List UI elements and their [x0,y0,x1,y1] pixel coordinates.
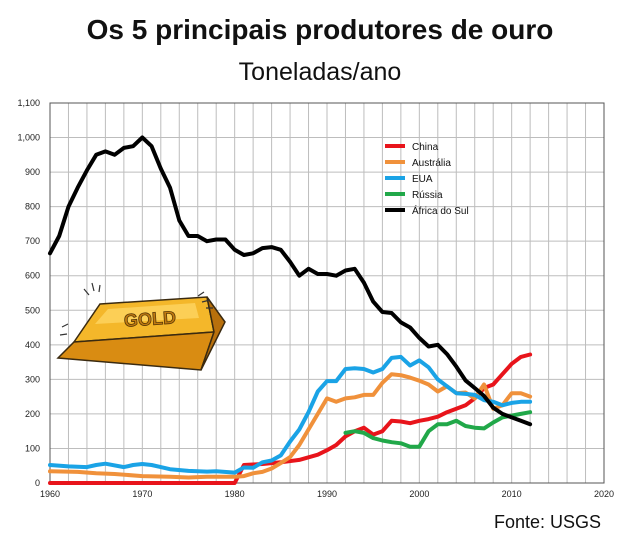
series-lines [48,135,533,485]
sparkle-marks-side [59,323,69,336]
y-tick-label: 1,100 [17,98,40,108]
y-tick-label: 600 [25,271,40,281]
gold-bar-highlight [95,303,199,324]
y-tick-label: 700 [25,236,40,246]
grid [50,102,604,484]
x-tick-label: 1990 [317,489,337,499]
series-line-russia [343,410,533,449]
legend-label-eua: EUA [412,174,433,185]
y-tick-label: 300 [25,374,40,384]
chart-title: Os 5 principais produtores de ouro [86,14,554,45]
legend-label-russia: Rússia [412,190,443,201]
gold-bar-illustration: GOLD [56,282,226,371]
y-tick-label: 1,000 [17,133,40,143]
chart-subtitle: Toneladas/ano [238,58,402,86]
source-note: Fonte: USGS [494,512,602,532]
legend-label-africa-do-sul: África do Sul [412,204,469,217]
x-tick-label: 2000 [409,489,429,499]
y-tick-label: 800 [25,202,40,212]
series-line-africa-do-sul [48,135,533,427]
x-tick-label: 2010 [502,489,522,499]
y-tick-label: 100 [25,443,40,453]
y-tick-labels: 0 100 200 300 400 500 600 700 800 900 1,000 1,100 [17,98,40,488]
sparkle-marks-right [197,291,213,309]
x-tick-labels: 1960 1970 1980 1990 2000 2010 2020 [40,489,614,499]
y-tick-label: 0 [35,478,40,488]
axes [49,102,605,484]
plot-frame [49,102,605,484]
y-tick-label: 200 [25,409,40,419]
x-tick-label: 1980 [225,489,245,499]
y-tick-label: 400 [25,340,40,350]
legend-label-china: China [412,142,439,153]
y-tick-label: 900 [25,167,40,177]
x-tick-label: 1960 [40,489,60,499]
sparkle-marks-left [83,282,101,296]
y-tick-label: 500 [25,305,40,315]
x-tick-label: 2020 [594,489,614,499]
legend: China Austrália EUA Rússia África do Sul [385,142,469,217]
series-line-eua [48,354,533,475]
gold-bar-label: GOLD [123,307,176,331]
gold-bar-side-face [200,296,226,371]
legend-label-australia: Austrália [412,158,451,169]
x-tick-label: 1970 [132,489,152,499]
